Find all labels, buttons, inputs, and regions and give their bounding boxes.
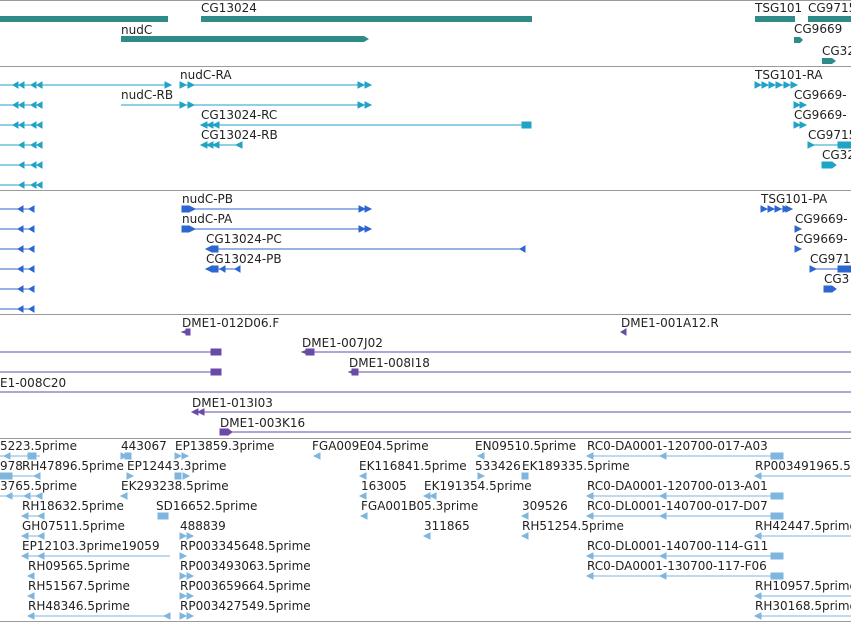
feature-label[interactable]: 311865: [424, 519, 470, 533]
feature-label[interactable]: nudC-RB: [121, 88, 174, 102]
feature-label[interactable]: 443067: [121, 439, 167, 453]
feature-label[interactable]: TSG101: [755, 1, 803, 15]
protein-track: nudC-PB TSG101-PA nudC-PA CG9669- CG1302…: [0, 190, 851, 314]
feature-label[interactable]: 533426: [475, 459, 521, 473]
track-separator: [0, 66, 851, 67]
feature-label[interactable]: 5223.5prime: [0, 439, 77, 453]
feature-label[interactable]: CG13024-PB: [206, 252, 282, 266]
feature-label[interactable]: CG13024-RB: [201, 128, 278, 142]
feature-label[interactable]: CG32: [822, 148, 851, 162]
feature-label[interactable]: RC0-DL0001-140700-017-D07: [587, 499, 768, 513]
feature-label[interactable]: RH42447.5prime: [755, 519, 851, 533]
est-track: 5223.5prime 443067 EP13859.3prime FGA009…: [0, 438, 851, 622]
clone-glyphs: [0, 328, 851, 436]
gene-bar[interactable]: [0, 16, 168, 22]
feature-label[interactable]: RH48346.5prime: [28, 599, 130, 613]
feature-label[interactable]: CG9669-: [794, 108, 847, 122]
feature-label[interactable]: RP003427549.5prime: [180, 599, 311, 613]
feature-label[interactable]: EN09510.5prime: [475, 439, 577, 453]
gene-glyphs: [0, 16, 851, 64]
transcript-track: nudC-RA TSG101-RA nudC-RB CG9669- CG1302…: [0, 66, 851, 190]
feature-label[interactable]: RP003345648.5prime: [180, 539, 311, 553]
feature-label[interactable]: CG13024-RC: [201, 108, 278, 122]
feature-label[interactable]: EP12443.3prime: [127, 459, 227, 473]
feature-label[interactable]: DME1-012D06.F: [182, 316, 280, 330]
feature-label[interactable]: RC0-DA0001-130700-117-F06: [587, 559, 767, 573]
gene-bar[interactable]: [755, 16, 795, 22]
feature-label[interactable]: RH47896.5prime: [22, 459, 124, 473]
feature-label[interactable]: EK191354.5prime: [424, 479, 532, 493]
feature-label[interactable]: DME1-013I03: [192, 396, 273, 410]
feature-label[interactable]: RH09565.5prime: [28, 559, 130, 573]
feature-label[interactable]: DME1-007J02: [302, 336, 383, 350]
feature-label[interactable]: CG9715: [808, 1, 851, 15]
feature-label[interactable]: nudC: [121, 23, 153, 37]
gene-bar[interactable]: [822, 58, 836, 64]
feature-label[interactable]: 309526: [522, 499, 568, 513]
feature-label[interactable]: EP13859.3prime: [175, 439, 275, 453]
feature-label[interactable]: GH07511.5prime: [22, 519, 125, 533]
feature-label[interactable]: EP12103.3prime19059: [22, 539, 160, 553]
feature-label[interactable]: RH51254.5prime: [522, 519, 624, 533]
feature-label[interactable]: RP003493063.5prime: [180, 559, 311, 573]
feature-label[interactable]: nudC-PB: [182, 192, 234, 206]
feature-label[interactable]: TSG101-RA: [755, 68, 823, 82]
feature-label[interactable]: TSG101-PA: [761, 192, 828, 206]
gene-bar[interactable]: [121, 36, 369, 42]
feature-label[interactable]: 978: [0, 459, 23, 473]
feature-label[interactable]: EK293238.5prime: [121, 479, 229, 493]
gene-track: CG13024 TSG101 CG9715 nudC CG9669 CG32: [0, 0, 851, 66]
feature-label[interactable]: CG32: [822, 44, 851, 58]
feature-label[interactable]: nudC-RA: [180, 68, 232, 82]
feature-label[interactable]: CG9669-: [795, 232, 848, 246]
feature-label[interactable]: DME1-003K16: [220, 416, 306, 430]
feature-label[interactable]: CG9715: [808, 128, 851, 142]
track-separator: [0, 0, 851, 1]
feature-label[interactable]: CG3: [824, 272, 850, 286]
feature-label[interactable]: CG9669: [794, 22, 843, 36]
feature-label[interactable]: RH30168.5prime: [755, 599, 851, 613]
feature-label[interactable]: EK116841.5prime: [359, 459, 467, 473]
feature-label[interactable]: CG13024-PC: [206, 232, 282, 246]
feature-label[interactable]: DME1-001A12.R: [621, 316, 719, 330]
feature-label[interactable]: nudC-PA: [182, 212, 233, 226]
feature-label[interactable]: RH51567.5prime: [28, 579, 130, 593]
feature-label[interactable]: SD16652.5prime: [156, 499, 258, 513]
feature-label[interactable]: RC0-DA0001-120700-013-A01: [587, 479, 768, 493]
gene-bar[interactable]: [794, 37, 803, 43]
feature-label[interactable]: CG13024: [201, 1, 257, 15]
feature-label[interactable]: CG9669-: [794, 88, 847, 102]
feature-label[interactable]: E1-008C20: [0, 376, 67, 390]
feature-label[interactable]: CG9669-: [795, 212, 848, 226]
gene-bar[interactable]: [201, 16, 532, 22]
track-separator: [0, 438, 851, 439]
est-glyphs: [0, 452, 851, 620]
feature-label[interactable]: RC0-DL0001-140700-114-G11: [587, 539, 769, 553]
feature-label[interactable]: FGA001B05.3prime: [361, 499, 479, 513]
track-separator: [0, 190, 851, 191]
protein-glyphs: [0, 205, 851, 313]
feature-label[interactable]: CG971: [810, 252, 851, 266]
feature-label[interactable]: RH10957.5prime: [755, 579, 851, 593]
clone-track: DME1-012D06.F DME1-001A12.R DME1-007J02 …: [0, 314, 851, 438]
feature-label[interactable]: RH18632.5prime: [22, 499, 124, 513]
feature-label[interactable]: RP003659664.5prime: [180, 579, 311, 593]
feature-label[interactable]: EK189335.5prime: [522, 459, 630, 473]
feature-label[interactable]: RC0-DA0001-120700-017-A03: [587, 439, 768, 453]
feature-label[interactable]: 3765.5prime: [0, 479, 77, 493]
feature-label[interactable]: DME1-008I18: [349, 356, 430, 370]
track-separator: [0, 314, 851, 315]
transcript-glyphs: [0, 81, 851, 189]
gene-bar[interactable]: [808, 16, 851, 22]
feature-label[interactable]: FGA009E04.5prime: [312, 439, 429, 453]
feature-label[interactable]: 488839: [180, 519, 226, 533]
feature-label[interactable]: RP003491965.5: [755, 459, 851, 473]
feature-label[interactable]: 163005: [361, 479, 407, 493]
